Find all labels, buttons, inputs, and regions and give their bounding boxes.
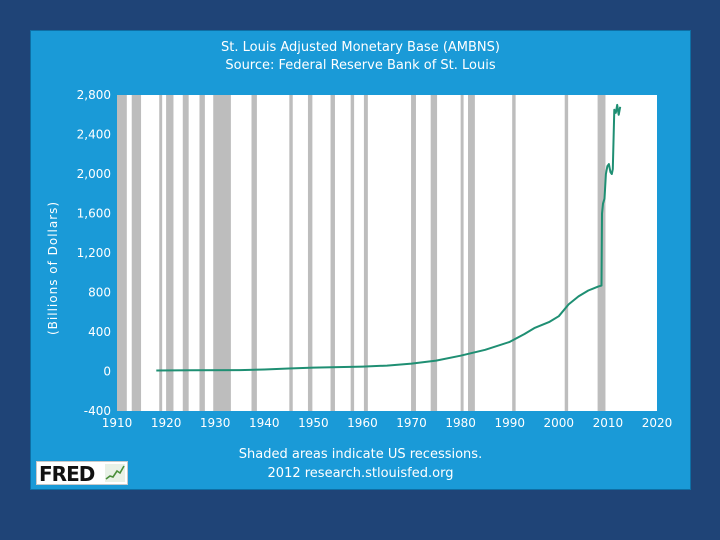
x-tick-label: 2010: [593, 416, 624, 430]
recession-band: [307, 95, 313, 411]
y-tick-label: 2,800: [77, 88, 111, 102]
plot-area: [117, 95, 657, 411]
x-tick-label: 1950: [298, 416, 329, 430]
y-tick-label: -400: [84, 404, 111, 418]
recession-band: [251, 95, 257, 411]
y-tick-label: 400: [88, 325, 111, 339]
fred-logo: FRED: [36, 461, 128, 486]
y-tick-label: 2,400: [77, 128, 111, 142]
y-tick-label: 1,600: [77, 207, 111, 221]
x-tick-label: 2000: [544, 416, 575, 430]
chart-subtitle: Source: Federal Reserve Bank of St. Loui…: [225, 58, 496, 73]
chart-canvas: 1910 1920 1930 1940 1950 1960 1970 1980 1990 2000…: [77, 88, 673, 430]
recession-band: [159, 95, 163, 411]
fred-chart-icon: [105, 464, 125, 482]
recession-band: [182, 95, 189, 411]
recession-band: [117, 95, 127, 411]
chart-title: St. Louis Adjusted Monetary Base (AMBNS): [221, 40, 500, 55]
recession-band: [363, 95, 368, 411]
recession-band: [468, 95, 475, 411]
recession-band: [166, 95, 174, 411]
recession-band: [564, 95, 569, 411]
recession-band: [330, 95, 335, 411]
recession-band: [411, 95, 416, 411]
recession-band: [512, 95, 516, 411]
recession-band: [213, 95, 231, 411]
y-axis-label: (Billions of Dollars): [46, 200, 60, 335]
y-tick-label: 0: [103, 365, 111, 379]
x-tick-label: 1980: [445, 416, 476, 430]
x-tick-label: 1930: [200, 416, 231, 430]
x-tick-label: 1910: [102, 416, 133, 430]
y-tick-label: 1,200: [77, 246, 111, 260]
x-tick-label: 1990: [494, 416, 525, 430]
x-tick-label: 1920: [151, 416, 182, 430]
x-tick-label: 1940: [249, 416, 280, 430]
recession-band: [289, 95, 293, 411]
recession-band: [199, 95, 205, 411]
recession-band: [350, 95, 355, 411]
y-tick-label: 2,000: [77, 167, 111, 181]
x-tick-label: 1970: [396, 416, 427, 430]
fred-logo-text: FRED: [39, 462, 95, 486]
series-line-ambns: [156, 103, 622, 372]
recession-note: Shaded areas indicate US recessions.: [238, 447, 483, 462]
source-url-note: 2012 research.stlouisfed.org: [267, 466, 454, 481]
recession-band: [430, 95, 438, 411]
chart-panel: 1910 1920 1930 1940 1950 1960 1970 1980 1990 2000…: [30, 30, 691, 490]
x-tick-label: 1960: [347, 416, 378, 430]
recession-band: [460, 95, 464, 411]
y-tick-label: 800: [88, 286, 111, 300]
recession-band: [131, 95, 142, 411]
x-tick-label: 2020: [642, 416, 673, 430]
